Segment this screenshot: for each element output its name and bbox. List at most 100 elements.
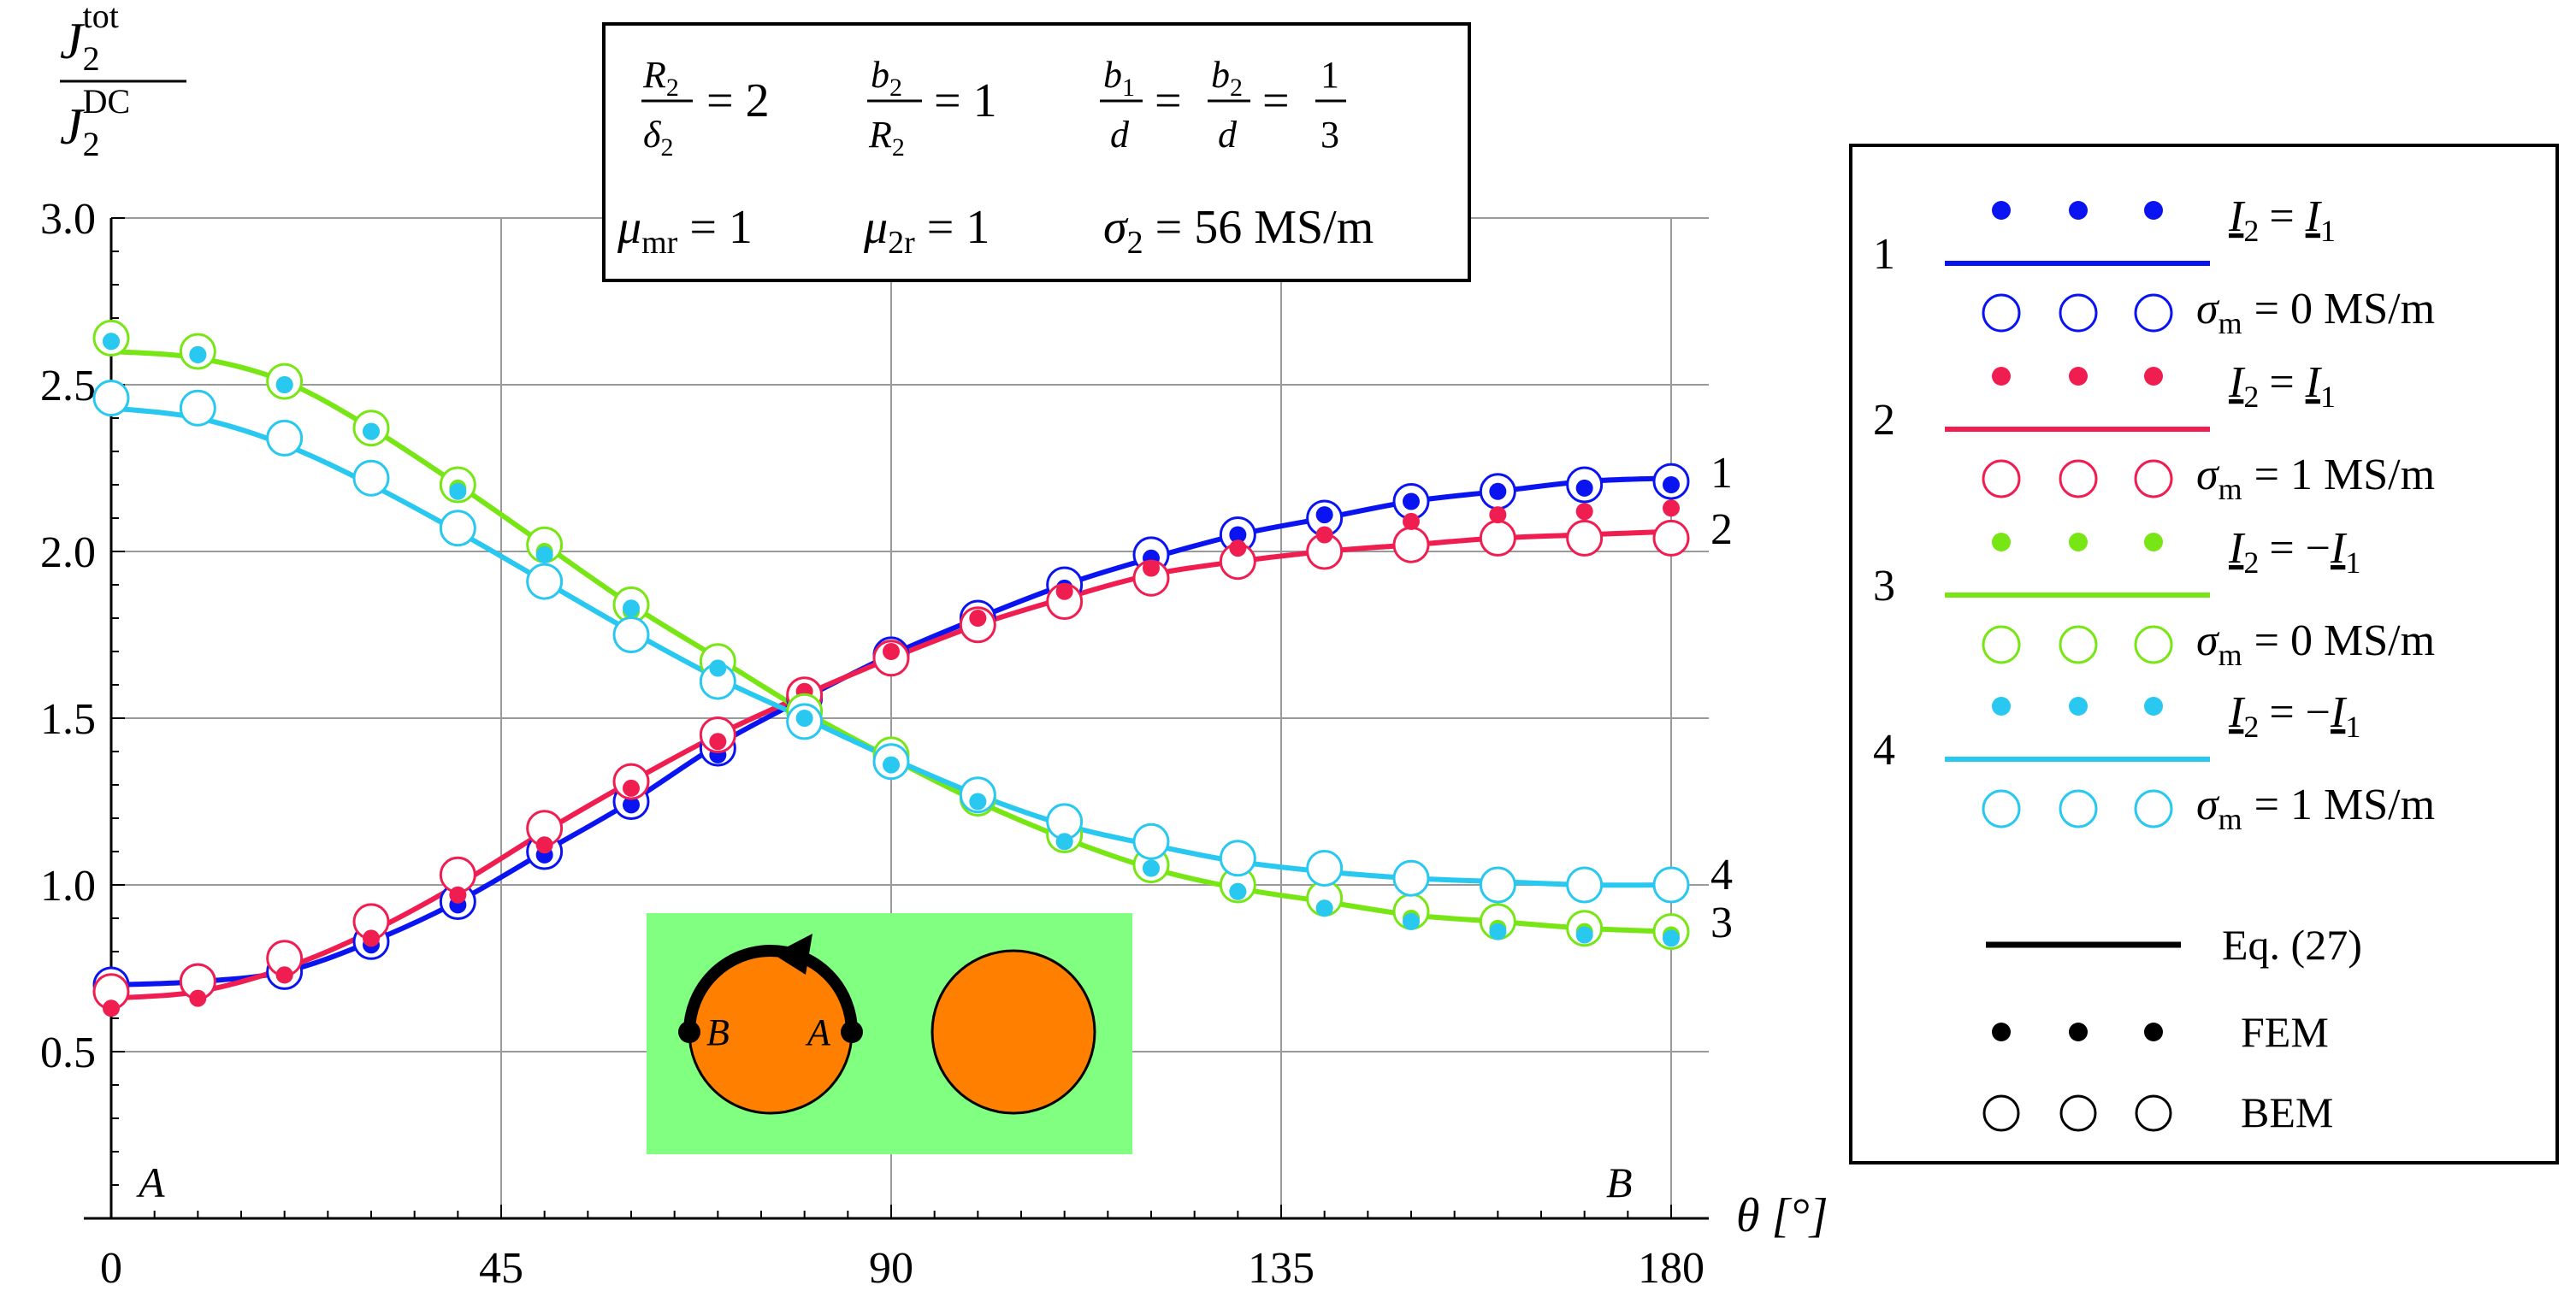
svg-text:d: d: [1110, 114, 1130, 156]
series-4-bem-point-20: [266, 419, 304, 457]
x-tick-label-0: 0: [100, 1244, 122, 1293]
legend-method-bem: BEM: [2241, 1088, 2333, 1136]
series-2-fem-point-60: [623, 779, 640, 797]
inset-arc-path: [683, 945, 858, 1033]
legend-method-fem-dot-2: [2069, 1023, 2088, 1041]
legend-entries: 1 I2 = I1 σm = 0 MS/m 2 I2 = I1 σm = 1 MS/m 3 I2 = −…: [1873, 192, 2435, 836]
param-sigma-2: σ2 = 56 MS/m: [1103, 201, 1374, 261]
legend-bem-swatch-1: [1982, 293, 2021, 333]
param-ratio-b2-r2: b2 R2 = 1: [867, 54, 997, 162]
series-2-fem-point-40: [449, 886, 467, 904]
svg-text:= 2: = 2: [706, 74, 770, 127]
series-1-fem-point-140: [1315, 506, 1333, 524]
y-tick-label-1.5: 1.5: [40, 695, 96, 744]
corner-label-b: B: [1606, 1159, 1633, 1206]
series-4-fem-point-70: [709, 659, 727, 677]
series-2-fem-point-0: [103, 999, 120, 1017]
inset-point-a-dot: [841, 1021, 863, 1043]
curve-label-4: 4: [1710, 851, 1733, 899]
param-ratio-b2-d: b2 d =: [1208, 54, 1290, 156]
svg-text:R2: R2: [868, 114, 905, 162]
y-axis-label: J2tot J2DC: [60, 0, 186, 163]
legend-bem-swatch-1: [1982, 459, 2021, 498]
curve-label-2: 2: [1710, 505, 1733, 554]
param-ratio-r2-delta2: R2 δ2 = 2: [641, 54, 770, 162]
series-2-markers: [92, 499, 1690, 1017]
series-2-fem-point-110: [1055, 582, 1073, 600]
legend-bem-swatch-1: [1982, 625, 2021, 664]
series-2-fem-point-20: [275, 966, 293, 984]
series-2-bem-point-170: [1566, 519, 1604, 557]
series-2-fem-point-150: [1403, 512, 1420, 530]
curve-label-1: 1: [1710, 449, 1733, 498]
legend-current-relation: I2 = −I1: [2228, 524, 2360, 580]
series-1-fem-point-160: [1489, 482, 1507, 500]
series-4-bem-point-50: [526, 563, 564, 600]
param-mu-2r: μ2r = 1: [863, 201, 990, 261]
legend-fem-swatch-3: [2144, 367, 2163, 386]
series-2-bem-point-160: [1479, 519, 1516, 557]
param-ratio-b1-d: b1 d =: [1100, 54, 1182, 156]
legend-entry-4: 4 I2 = −I1 σm = 1 MS/m: [1873, 688, 2435, 836]
series-4-bem-point-160: [1479, 866, 1516, 904]
series-4-bem-point-130: [1219, 840, 1256, 877]
legend-bem-swatch-3: [2134, 789, 2173, 828]
legend-fem-swatch-2: [2069, 201, 2088, 220]
legend-entry-2: 2 I2 = I1 σm = 1 MS/m: [1873, 358, 2435, 506]
series-1-fem-point-170: [1575, 479, 1593, 497]
legend-method-eq27: Eq. (27): [2222, 921, 2362, 969]
legend-method-bem-circle-2: [2059, 1094, 2097, 1132]
legend-fem-swatch-3: [2144, 697, 2163, 716]
series-4-bem-point-40: [439, 510, 476, 547]
legend-method-bem-circle-1: [1982, 1094, 2020, 1132]
series-4-fem-point-0: [103, 333, 120, 351]
legend-bem-swatch-3: [2134, 625, 2173, 664]
svg-text:1: 1: [1320, 54, 1339, 96]
series-4-fem-point-160: [1489, 923, 1507, 940]
param-ratio-one-third: 1 3: [1315, 54, 1346, 156]
series-4-fem-point-10: [189, 345, 207, 363]
svg-text:=: =: [1262, 74, 1290, 127]
inset-point-b-label: B: [706, 1011, 730, 1053]
series-4-fem-point-90: [883, 756, 900, 774]
series-4-bem-point-0: [92, 380, 130, 417]
parameters-box: R2 δ2 = 2 b2 R2 = 1 b1 d = b2 d = 1 3: [602, 22, 1471, 282]
series-4-bem-point-30: [352, 459, 390, 497]
series-4-bem-point-60: [612, 616, 650, 653]
svg-text:b1: b1: [1103, 54, 1135, 102]
svg-text:b2: b2: [871, 54, 902, 102]
series-4-bem-point-10: [179, 389, 216, 427]
svg-text:d: d: [1218, 114, 1238, 156]
series-4-fem-point-50: [535, 545, 553, 563]
tick-labels: 0 45 90 135 180 0.5 1.0 1.5 2.0 2.5 3.0: [40, 195, 1705, 1293]
legend-entry-number: 2: [1873, 396, 1895, 445]
arrow-icon: [773, 934, 812, 975]
series-4-fem-point-150: [1403, 912, 1420, 930]
legend-methods: Eq. (27) FEM BEM: [1982, 921, 2362, 1136]
svg-text:R2: R2: [642, 54, 679, 102]
series-2-bem-point-150: [1392, 526, 1430, 563]
y-tick-label-2.5: 2.5: [40, 362, 96, 410]
series-4-fem-point-140: [1315, 899, 1333, 917]
series-1-fem-point-60: [623, 796, 640, 814]
series-1-fem-point-130: [1229, 526, 1247, 544]
series-2-fem-point-50: [535, 836, 553, 854]
inset-conductor-2: [931, 949, 1096, 1115]
param-mu-mr: μmr = 1: [617, 201, 753, 261]
series-2-fem-point-140: [1315, 526, 1333, 544]
inset-geometry: B A: [647, 913, 1132, 1154]
svg-text:3: 3: [1320, 114, 1339, 156]
series-2-fem-point-180: [1663, 499, 1680, 517]
y-label-denom: J2DC: [60, 82, 130, 163]
inset-point-a-label: A: [805, 1011, 831, 1053]
parameters-box-frame: [602, 22, 1471, 282]
legend-frame: [1849, 144, 2559, 1164]
series-2-fem-point-120: [1143, 559, 1160, 577]
series-1-fem-point-150: [1403, 492, 1420, 510]
series-4-bem-point-150: [1392, 859, 1430, 897]
series-4-fem-point-40: [449, 482, 467, 500]
legend-entry-1: 1 I2 = I1 σm = 0 MS/m: [1873, 192, 2435, 340]
series-2-fem-point-170: [1575, 503, 1593, 521]
series-4-bem-point-120: [1132, 822, 1170, 860]
